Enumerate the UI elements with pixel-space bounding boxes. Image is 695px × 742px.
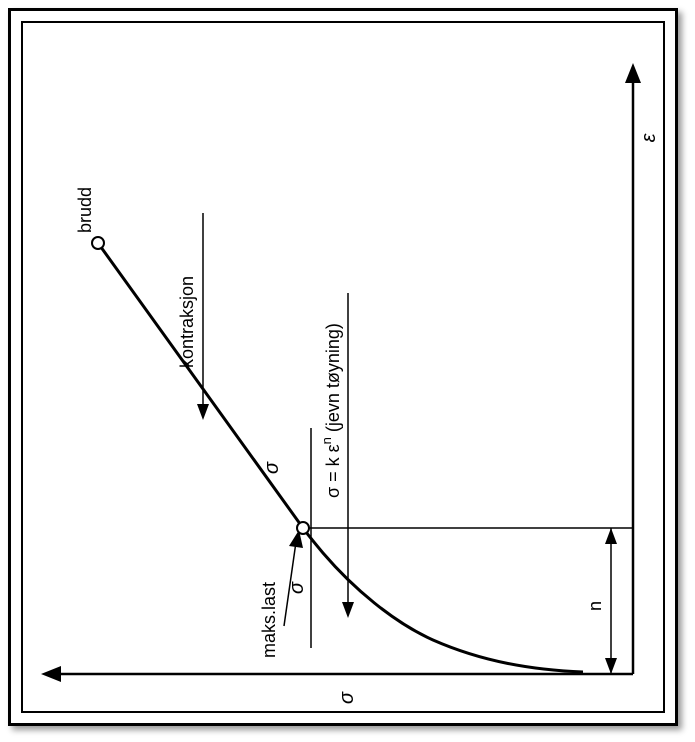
makslast-marker — [297, 522, 309, 534]
equation-sup: n — [319, 437, 334, 444]
equation-label: σ = k εn (jevn tøyning) — [319, 323, 343, 498]
x-axis-arrow-icon — [41, 666, 61, 682]
kontraksjon-label: kontraksjon — [177, 276, 197, 368]
outer-frame: brudd kontraksjon σ σ σ = k εn (jevn tøy… — [8, 8, 678, 726]
inner-frame: brudd kontraksjon σ σ σ = k εn (jevn tøy… — [21, 21, 665, 713]
brudd-marker — [92, 237, 104, 249]
makslast-label: maks.last — [259, 582, 279, 658]
svg-text:σ = k εn (jevn tøyning): σ = k εn (jevn tøyning) — [319, 323, 343, 498]
sigma-lower-label: σ — [286, 581, 308, 594]
equation-arrow-icon — [342, 602, 354, 618]
stress-strain-diagram: brudd kontraksjon σ σ σ = k εn (jevn tøy… — [23, 23, 663, 713]
sigma-upper-label: σ — [261, 461, 283, 474]
n-label: n — [585, 601, 605, 611]
equation-main: σ = k ε — [323, 444, 343, 498]
y-axis-arrow-icon — [625, 63, 641, 83]
equation-tail: (jevn tøyning) — [323, 323, 343, 437]
n-dim-bot-arrow-icon — [605, 658, 617, 674]
x-axis-label: σ — [336, 691, 358, 704]
brudd-label: brudd — [75, 187, 95, 233]
kontraksjon-arrow-icon — [197, 404, 209, 420]
y-axis-label: ε — [638, 132, 660, 142]
n-dim-top-arrow-icon — [605, 528, 617, 544]
